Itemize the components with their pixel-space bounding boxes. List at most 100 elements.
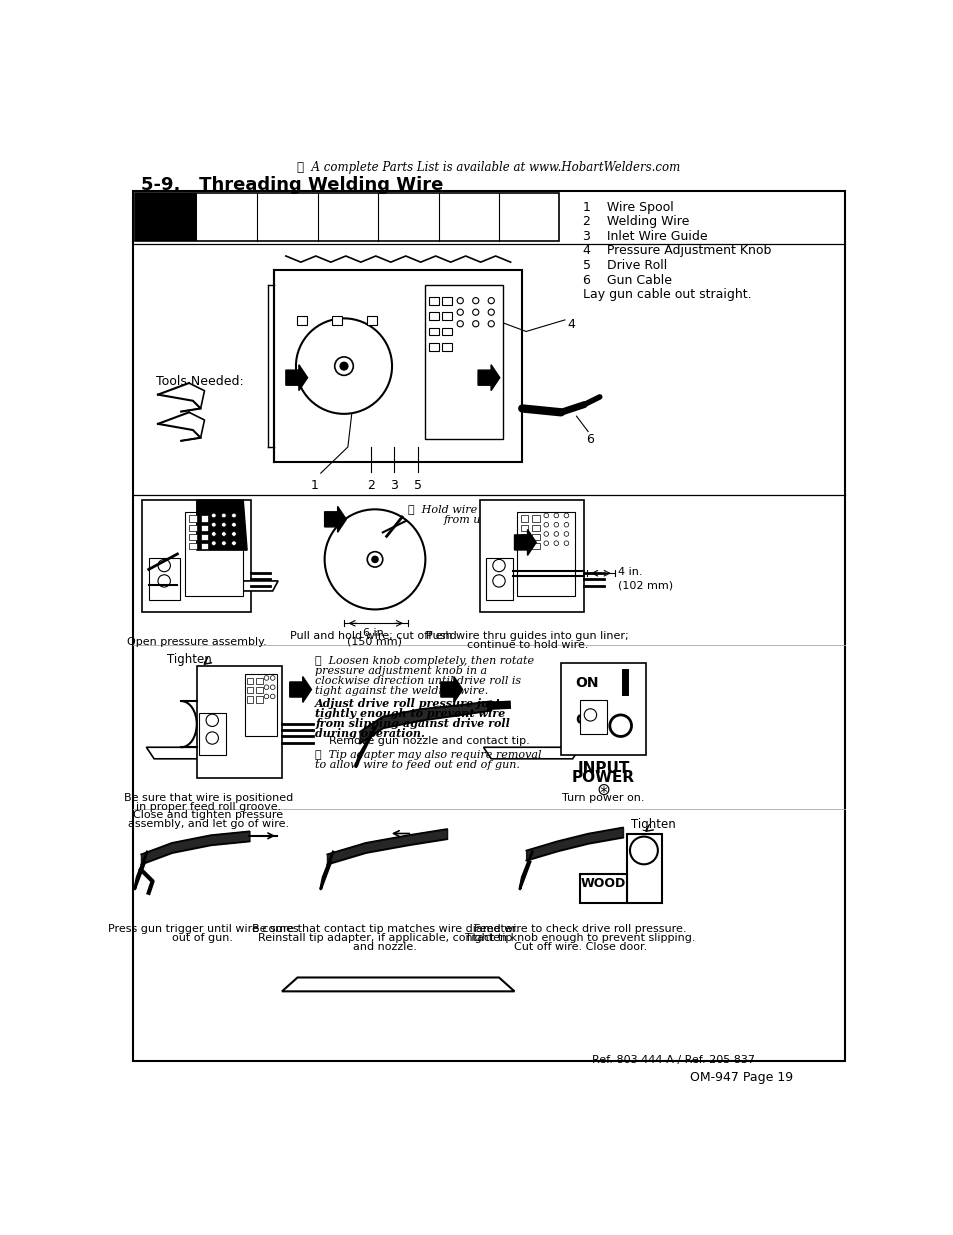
Polygon shape [483, 747, 579, 758]
Circle shape [212, 541, 216, 546]
Bar [134, 193, 196, 241]
Text: Ref. 803 444-A / Ref. 205 837: Ref. 803 444-A / Ref. 205 837 [591, 1055, 754, 1066]
Bar [274, 270, 521, 462]
Text: to allow wire to feed out end of gun.: to allow wire to feed out end of gun. [315, 760, 519, 769]
Text: Be sure that wire is positioned: Be sure that wire is positioned [124, 793, 293, 804]
Circle shape [563, 531, 568, 536]
Bar [429, 312, 438, 320]
Text: Reinstall tip adapter, if applicable, contact tip: Reinstall tip adapter, if applicable, co… [257, 932, 512, 942]
Bar [297, 447, 311, 461]
Text: 5: 5 [414, 479, 421, 493]
Circle shape [543, 541, 548, 546]
Bar [200, 534, 208, 540]
Circle shape [212, 514, 216, 517]
Text: OF: OF [575, 713, 596, 726]
Text: Feed wire to check drive roll pressure.: Feed wire to check drive roll pressure. [474, 924, 686, 934]
Text: ⊛: ⊛ [596, 781, 610, 798]
Polygon shape [440, 677, 462, 703]
Circle shape [295, 319, 392, 414]
Circle shape [554, 514, 558, 517]
Text: ☛  A complete Parts List is available at www.HobartWelders.com: ☛ A complete Parts List is available at … [297, 161, 679, 174]
Circle shape [270, 685, 274, 689]
Text: ON: ON [575, 677, 598, 690]
Bar [429, 343, 438, 351]
Circle shape [158, 559, 171, 572]
Bar [520, 525, 528, 531]
Circle shape [221, 531, 226, 536]
Bar [200, 543, 208, 550]
Text: POWER: POWER [572, 771, 635, 785]
Text: 3: 3 [390, 479, 398, 493]
Text: Press gun trigger until wire comes: Press gun trigger until wire comes [108, 924, 298, 934]
Bar [189, 543, 196, 550]
Text: clockwise direction until drive roll is: clockwise direction until drive roll is [315, 677, 521, 687]
Circle shape [472, 309, 478, 315]
Circle shape [488, 309, 494, 315]
Bar [199, 713, 226, 755]
Circle shape [270, 694, 274, 699]
Text: 2    Welding Wire: 2 Welding Wire [582, 215, 688, 228]
Circle shape [264, 676, 269, 680]
Circle shape [472, 321, 478, 327]
Text: (102 mm): (102 mm) [618, 580, 673, 590]
Circle shape [212, 522, 216, 527]
Polygon shape [477, 364, 499, 390]
Circle shape [158, 574, 171, 587]
Bar [520, 543, 528, 550]
Circle shape [456, 309, 463, 315]
Bar [189, 534, 196, 540]
Circle shape [543, 514, 548, 517]
Text: (150 mm): (150 mm) [347, 636, 402, 646]
Bar [200, 525, 208, 531]
Circle shape [221, 514, 226, 517]
Bar [196, 667, 282, 778]
Bar [429, 327, 438, 336]
Circle shape [221, 541, 226, 546]
Text: Pull and hold wire; cut off end.: Pull and hold wire; cut off end. [290, 631, 459, 641]
Text: ☛  Hold wire tightly to keep it: ☛ Hold wire tightly to keep it [408, 505, 574, 515]
Circle shape [563, 514, 568, 517]
Text: 3    Inlet Wire Guide: 3 Inlet Wire Guide [582, 230, 706, 243]
Circle shape [232, 531, 236, 536]
Bar [256, 687, 262, 693]
Text: Push wire thru guides into gun liner;: Push wire thru guides into gun liner; [426, 631, 628, 641]
Circle shape [340, 362, 348, 370]
Text: in proper feed roll groove.: in proper feed roll groove. [135, 802, 281, 811]
Bar [442, 312, 452, 320]
Text: !: ! [160, 210, 171, 230]
Circle shape [335, 357, 353, 375]
Circle shape [456, 321, 463, 327]
Circle shape [206, 732, 218, 745]
Circle shape [493, 559, 505, 572]
Bar [532, 515, 539, 521]
Circle shape [488, 321, 494, 327]
Text: Be sure that contact tip matches wire diameter.: Be sure that contact tip matches wire di… [252, 924, 518, 934]
Text: 4 in.: 4 in. [618, 567, 642, 577]
Text: Tighten: Tighten [167, 653, 212, 667]
Polygon shape [282, 977, 514, 992]
Bar [297, 316, 307, 325]
Text: Cut off wire. Close door.: Cut off wire. Close door. [514, 942, 646, 952]
Circle shape [264, 694, 269, 699]
Bar [142, 500, 251, 611]
Text: continue to hold wire.: continue to hold wire. [466, 640, 588, 651]
Text: ☛  Loosen knob completely, then rotate: ☛ Loosen knob completely, then rotate [315, 656, 534, 667]
Bar [189, 525, 196, 531]
Circle shape [221, 522, 226, 527]
Bar [189, 515, 196, 521]
Text: 2: 2 [367, 479, 375, 493]
Bar [367, 316, 376, 325]
Text: 5-9.   Threading Welding Wire: 5-9. Threading Welding Wire [141, 175, 443, 194]
Bar [247, 678, 253, 684]
Bar [332, 316, 341, 325]
Text: from unraveling.: from unraveling. [444, 515, 537, 525]
Circle shape [563, 541, 568, 546]
Text: 6    Gun Cable: 6 Gun Cable [582, 274, 671, 287]
Bar [626, 834, 661, 903]
Bar [149, 558, 179, 600]
Text: Tighten knob enough to prevent slipping.: Tighten knob enough to prevent slipping. [465, 932, 695, 942]
Polygon shape [286, 364, 307, 390]
Bar [185, 511, 243, 597]
Polygon shape [200, 580, 278, 592]
Polygon shape [514, 530, 536, 556]
